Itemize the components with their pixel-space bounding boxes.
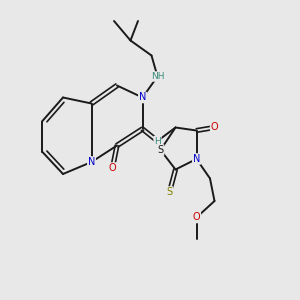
- Text: H: H: [154, 136, 161, 146]
- Text: O: O: [193, 212, 200, 223]
- Text: N: N: [193, 154, 200, 164]
- Text: S: S: [158, 145, 164, 155]
- Text: N: N: [88, 157, 95, 167]
- Text: S: S: [167, 187, 172, 197]
- Text: N: N: [139, 92, 146, 103]
- Text: O: O: [211, 122, 218, 133]
- Text: O: O: [109, 163, 116, 173]
- Text: NH: NH: [151, 72, 164, 81]
